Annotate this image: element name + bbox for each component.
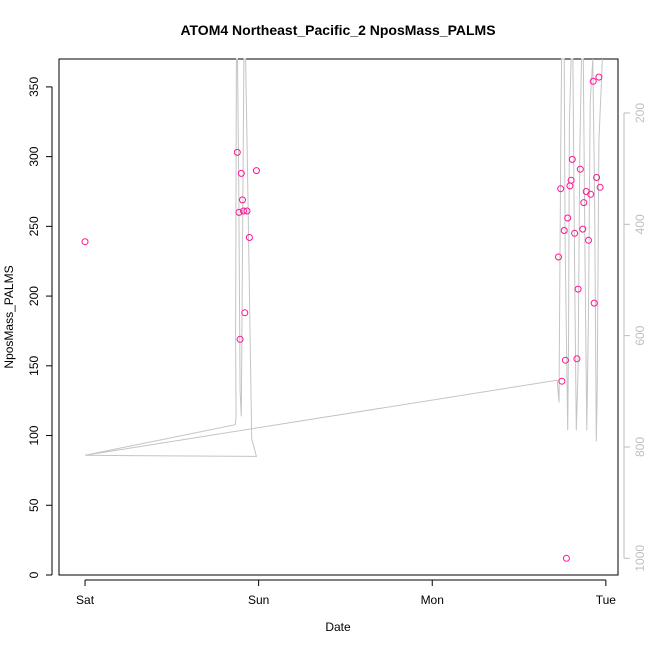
profile-line-layer <box>84 58 603 457</box>
data-point <box>236 335 244 343</box>
right-y-tick-label: 600 <box>633 325 647 345</box>
data-point <box>560 227 568 234</box>
data-point <box>555 253 562 261</box>
data-point <box>81 238 89 246</box>
data-point <box>252 167 260 175</box>
data-point <box>567 176 575 184</box>
data-point <box>574 285 582 293</box>
x-tick-label: Sat <box>76 593 95 607</box>
data-point <box>558 377 566 385</box>
y-tick-label: 50 <box>27 498 41 512</box>
data-point <box>243 207 251 215</box>
data-point <box>241 309 249 317</box>
data-point <box>235 208 243 216</box>
data-point <box>590 299 598 307</box>
x-tick-label: Tue <box>596 593 617 607</box>
data-point <box>595 73 603 81</box>
data-point <box>589 77 597 85</box>
right-y-tick-label: 1000 <box>633 545 647 572</box>
y-tick-label: 0 <box>27 571 41 578</box>
right-y-tick-label: 800 <box>633 437 647 457</box>
y-tick-label: 150 <box>27 355 41 375</box>
data-point <box>585 236 592 244</box>
y-tick-label: 350 <box>27 77 41 97</box>
y-axis-label: NposMass_PALMS <box>2 265 16 368</box>
data-point <box>562 554 570 562</box>
y-tick-label: 100 <box>27 425 41 445</box>
data-point <box>571 229 579 237</box>
data-point <box>557 185 565 193</box>
data-point <box>568 155 576 163</box>
profile-line <box>84 58 603 457</box>
data-point <box>566 182 574 190</box>
data-point-layer <box>81 73 604 562</box>
right-y-tick-label: 200 <box>633 103 647 123</box>
data-point <box>596 183 604 191</box>
data-point <box>233 148 241 156</box>
x-axis: Sat Sun Mon Tue <box>76 579 617 607</box>
x-axis-label: Date <box>325 620 351 634</box>
data-point <box>240 207 247 215</box>
y-tick-label: 200 <box>27 286 41 306</box>
data-point <box>573 355 581 363</box>
plot-frame <box>58 58 619 576</box>
data-point <box>564 214 572 222</box>
y-tick-label: 250 <box>27 216 41 236</box>
right-y-tick-label: 400 <box>633 214 647 234</box>
data-point <box>239 196 246 204</box>
data-point <box>245 234 253 241</box>
data-point <box>587 190 595 198</box>
data-point <box>593 174 601 181</box>
data-point <box>576 165 584 173</box>
right-y-axis: 200 400 600 800 1000 <box>623 103 647 572</box>
data-point <box>237 169 245 177</box>
data-point <box>580 199 588 207</box>
x-tick-label: Mon <box>421 593 444 607</box>
y-axis: 0 50 100 150 200 250 300 350 <box>27 77 53 578</box>
y-tick-label: 300 <box>27 146 41 166</box>
data-point <box>561 356 569 364</box>
x-tick-label: Sun <box>248 593 269 607</box>
data-point <box>579 225 587 233</box>
chart-title: ATOM4 Northeast_Pacific_2 NposMass_PALMS <box>180 22 495 38</box>
